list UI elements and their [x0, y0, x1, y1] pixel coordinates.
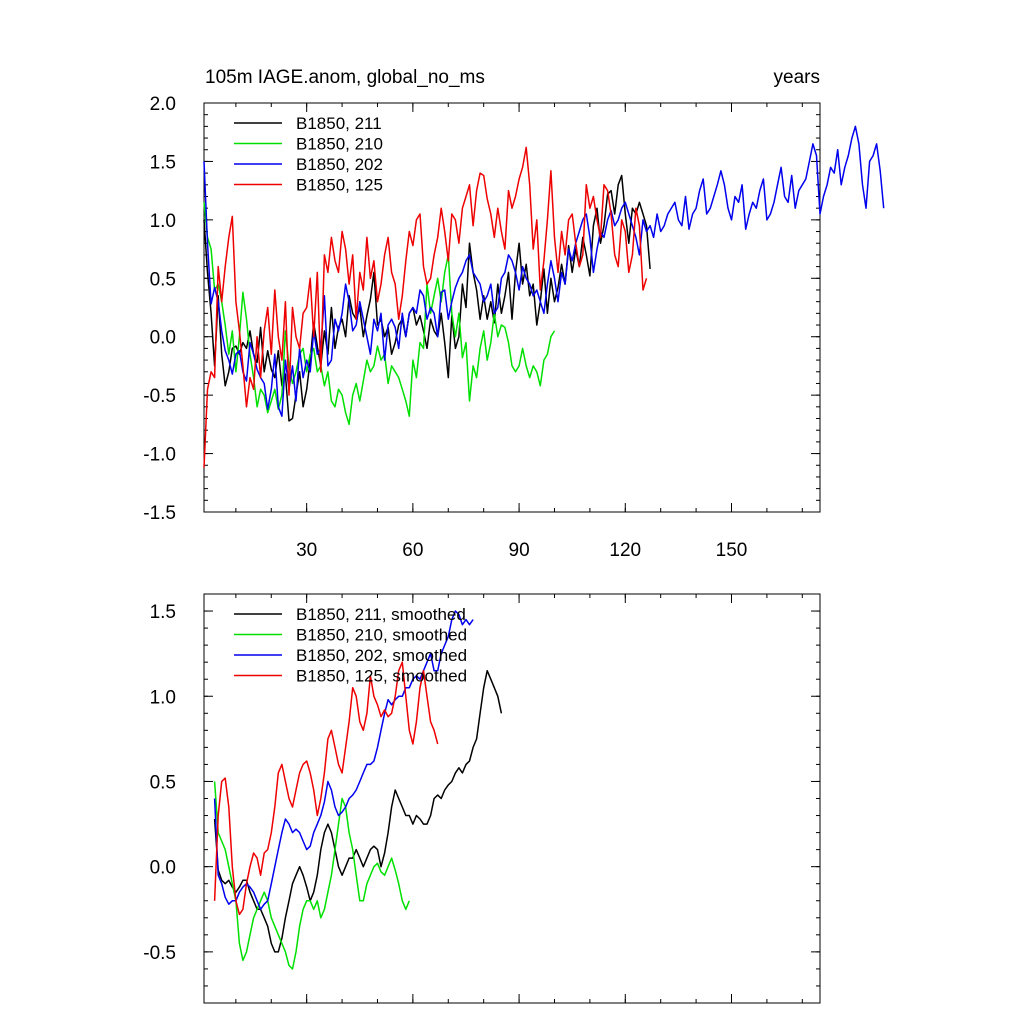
bottom-legend-label: B1850, 210, smoothed [296, 626, 467, 645]
bottom-y-tick-label: 1.5 [150, 602, 176, 623]
bottom-y-tick-label: -0.5 [143, 943, 176, 964]
bottom-series-line-3 [213, 610, 474, 911]
top-chart-title: 105m IAGE.anom, global_no_ms [205, 67, 485, 88]
top-legend-label: B1850, 211 [296, 114, 382, 133]
top-x-tick-label: 30 [296, 540, 317, 561]
top-plot-frame [203, 102, 821, 513]
top-x-tick-label: 90 [509, 540, 530, 561]
top-series-line-2 [203, 202, 556, 426]
bottom-y-tick-label: 0.0 [150, 858, 176, 879]
top-x-tick-label: 150 [716, 540, 748, 561]
bottom-y-tick-label: 0.5 [150, 772, 176, 793]
top-chart-right-title: years [774, 67, 820, 88]
top-y-tick-label: -0.5 [143, 386, 176, 407]
top-y-tick-label: 1.0 [150, 211, 176, 232]
top-series-line-1 [203, 174, 651, 422]
bottom-series-line-1 [213, 669, 503, 953]
top-chart-panel: -1.5 -1.0 -0.5 0.0 0.5 1.0 1.5 2.0 30 60 90 120 150 B… [143, 94, 885, 561]
bottom-legend-label: B1850, 211, smoothed [296, 605, 466, 624]
top-y-tick-label: 2.0 [150, 94, 176, 115]
top-series-line-3 [203, 125, 885, 417]
top-series-line-4 [203, 146, 648, 468]
top-y-tick-label: -1.5 [143, 503, 176, 524]
bottom-legend-label: B1850, 202, smoothed [296, 646, 467, 665]
top-x-tick-label: 60 [402, 540, 423, 561]
bottom-legend-label: B1850, 125, smoothed [296, 667, 467, 686]
top-x-tick-label: 120 [609, 540, 641, 561]
bottom-series-line-4 [213, 661, 439, 916]
top-legend-label: B1850, 210 [296, 135, 383, 154]
top-y-tick-label: -1.0 [143, 445, 176, 466]
bottom-y-tick-label: 1.0 [150, 687, 176, 708]
top-y-tick-label: 1.5 [150, 152, 176, 173]
top-legend-label: B1850, 125 [296, 176, 383, 195]
bottom-chart-panel: -0.5 0.0 0.5 1.0 1.5 B1850, 211, smoothed B185… [143, 593, 821, 1004]
top-y-tick-label: 0.0 [150, 328, 176, 349]
top-y-tick-label: 0.5 [150, 269, 176, 290]
top-legend-label: B1850, 202 [296, 155, 383, 174]
bottom-series-line-2 [213, 781, 410, 970]
